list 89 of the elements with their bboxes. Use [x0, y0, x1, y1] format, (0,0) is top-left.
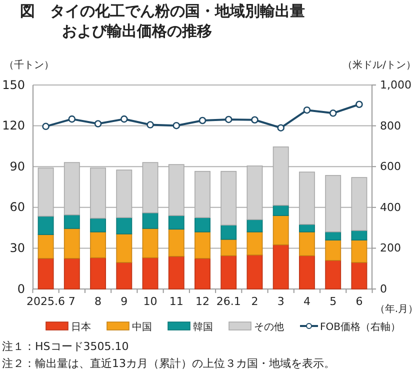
legend-label: FOB価格（右軸） — [320, 321, 400, 333]
bar — [351, 262, 368, 290]
bar — [64, 228, 80, 259]
legend-label: 中国 — [132, 321, 152, 333]
x-tick-label: 5 — [330, 294, 337, 308]
bar — [168, 215, 184, 230]
point — [172, 122, 180, 130]
y2-tick-label: 0 — [380, 282, 387, 296]
y2-tick-label: 800 — [380, 119, 401, 132]
text: 注１：HSコード3505.10 — [2, 340, 129, 353]
y-tick-label: 0 — [17, 282, 25, 296]
point — [68, 115, 76, 123]
x-tick-label: 3 — [277, 294, 284, 308]
bar — [246, 219, 263, 232]
y2-axis-title: （米ドル/トン） — [342, 59, 416, 71]
bar — [298, 231, 315, 256]
bar — [116, 217, 132, 234]
bar — [325, 260, 342, 290]
chart-subtitle: および輸出価格の推移 — [62, 22, 212, 40]
point — [251, 116, 258, 124]
y-tick-label: 60 — [10, 200, 25, 214]
bar — [90, 218, 106, 232]
bar — [116, 234, 132, 263]
bar — [194, 217, 210, 232]
bar — [194, 258, 210, 290]
bar — [38, 258, 54, 290]
bar — [142, 212, 158, 229]
bar — [272, 204, 289, 216]
point — [146, 121, 154, 128]
x-tick-label: 4 — [303, 294, 310, 308]
bar — [272, 244, 289, 290]
point — [120, 115, 128, 123]
point — [277, 124, 284, 132]
y2-tick-label: 400 — [380, 200, 401, 214]
x-tick-label: 2 — [251, 294, 258, 308]
bar — [272, 215, 289, 246]
text: 注２：輸出量は、直近13カ月（累計）の上位３カ国・地域を表示。 — [2, 357, 335, 370]
x-tick-label: 6 — [356, 294, 363, 308]
point — [224, 116, 232, 124]
x-tick-label: 11 — [169, 294, 184, 308]
point — [356, 100, 363, 108]
bar — [351, 240, 368, 263]
point — [198, 116, 206, 124]
bar — [220, 224, 237, 240]
x-tick-label: 12 — [196, 294, 210, 308]
y-tick-label: 90 — [10, 159, 25, 174]
x-tick-label: 10 — [143, 294, 158, 308]
chart-title: 図 タイの化工でん粉の国・地域別輸出量 — [20, 2, 305, 20]
x-tick-label: 2025.6 — [26, 294, 66, 308]
x-tick-label: 7 — [68, 294, 76, 308]
legend-label: 韓国 — [193, 321, 213, 333]
bar — [298, 224, 315, 232]
bar — [325, 240, 342, 261]
bar — [168, 256, 184, 290]
bar — [64, 258, 80, 290]
bar — [220, 238, 237, 256]
bar — [246, 254, 263, 290]
bar — [38, 216, 54, 235]
x-axis-title: （年.月） — [374, 303, 418, 315]
legend-label: その他 — [254, 321, 284, 333]
bar — [325, 231, 342, 240]
y2-tick-label: 200 — [380, 242, 401, 255]
y-axis-title: （千トン） — [4, 59, 54, 71]
bar — [220, 255, 237, 290]
point — [329, 110, 337, 117]
bar — [194, 231, 210, 259]
bar — [142, 257, 158, 290]
bar — [298, 255, 315, 290]
point — [303, 106, 311, 114]
bar — [90, 231, 106, 258]
legend-label: 日本 — [71, 321, 91, 333]
x-tick-label: 8 — [94, 294, 102, 308]
y-tick-label: 30 — [10, 241, 25, 256]
bar — [351, 230, 368, 240]
bar — [246, 231, 263, 256]
bar — [90, 257, 106, 290]
x-tick-label: 26.1 — [216, 294, 241, 308]
bar — [168, 228, 184, 257]
bar — [142, 228, 158, 258]
y2-tick-label: 1,000 — [380, 78, 412, 92]
bar — [116, 262, 132, 290]
point — [42, 122, 50, 130]
y-tick-label: 120 — [2, 118, 25, 133]
x-tick-label: 9 — [120, 294, 128, 308]
point — [94, 120, 102, 128]
bar — [38, 234, 54, 259]
y2-tick-label: 600 — [380, 160, 401, 174]
bar — [64, 214, 80, 229]
y-tick-label: 150 — [2, 78, 25, 92]
